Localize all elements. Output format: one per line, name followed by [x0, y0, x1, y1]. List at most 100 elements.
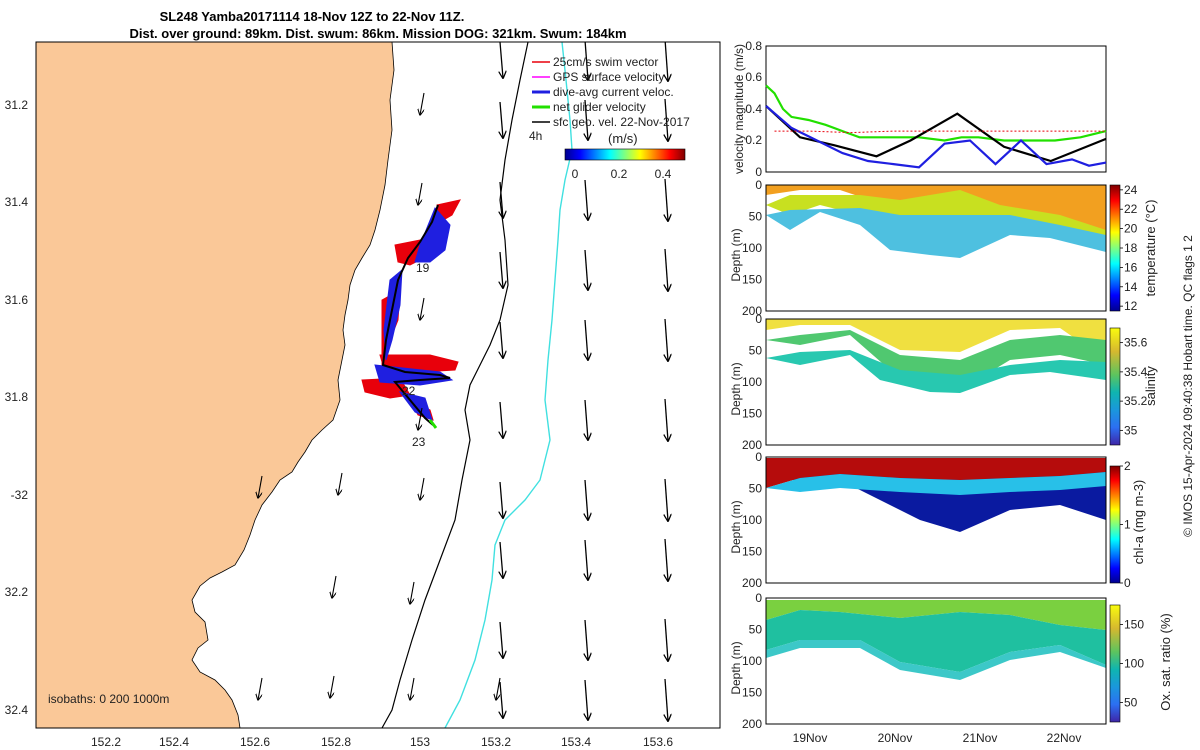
geo-arrow	[500, 321, 503, 358]
geo-arrow	[585, 319, 588, 360]
geo-arrow	[585, 679, 588, 720]
temperature-cbar-label: temperature (°C)	[1143, 200, 1158, 297]
map-x-tick: 153.2	[481, 735, 511, 749]
map-y-ticks: 31.2 31.4 31.6 31.8 -32 32.2 32.4	[5, 98, 29, 717]
geo-arrow-small	[418, 182, 423, 205]
cbar-tick-label: 35.2	[1124, 394, 1148, 408]
depth-label: Depth (m)	[729, 362, 743, 415]
depth-tick: 0	[755, 312, 762, 326]
geo-arrow	[665, 678, 668, 721]
map-x-tick: 152.6	[240, 735, 270, 749]
temperature-colorbar	[1109, 184, 1121, 312]
oxygen-frame	[765, 597, 1107, 725]
chlorophyll-cbar-label: chl-a (mg m-3)	[1131, 480, 1146, 565]
vel-y-tick: 0.6	[745, 70, 762, 84]
salinity-upper-layer	[766, 319, 1106, 360]
geo-arrow	[585, 479, 588, 520]
time-tick: 19Nov	[793, 731, 828, 745]
geo-arrow-small	[418, 407, 423, 430]
geo-arrow	[500, 251, 503, 288]
vel-y-tick: 0	[755, 165, 762, 179]
velocity-series-0	[765, 84, 1107, 142]
legend-item-geo: sfc geo. vel. 22-Nov-2017	[553, 115, 690, 129]
geo-arrow	[500, 42, 503, 78]
net-velocity-end	[428, 419, 438, 429]
isobath-200m	[381, 42, 529, 728]
legend-item-net: net glider velocity	[553, 100, 646, 114]
colorbar-tick-2: 0.4	[655, 167, 672, 181]
geo-arrow-small	[420, 297, 425, 320]
depth-tick: 0	[755, 178, 762, 192]
chlorophyll-cbar-ticks: 0 1 2	[1120, 459, 1131, 590]
colorbar-title: (m/s)	[608, 131, 638, 146]
map-y-tick: 32.2	[5, 585, 29, 599]
geo-arrow	[500, 621, 503, 658]
chlorophyll-frame	[765, 456, 1107, 584]
temperature-cool-layer	[766, 208, 1106, 258]
depth-tick: 200	[742, 576, 762, 590]
temperature-cbar-ticks: 12 14 16 18 20 22 24	[1120, 183, 1138, 313]
geo-arrow-small	[338, 472, 343, 495]
vel-y-tick: 0.2	[745, 133, 762, 147]
geo-arrow-small	[332, 575, 337, 598]
cbar-tick-label: 14	[1124, 280, 1138, 294]
salinity-lower-layer	[766, 350, 1106, 393]
geo-arrow	[665, 178, 668, 221]
geo-arrow-small	[420, 92, 425, 115]
oxygen-cbar-label: Ox. sat. ratio (%)	[1158, 613, 1173, 711]
map-y-tick: 32.4	[5, 703, 29, 717]
time-tick: 22Nov	[1047, 731, 1082, 745]
cbar-tick-label: 150	[1124, 618, 1144, 632]
copyright-note: © IMOS 15-Apr-2024 09:40:38 Hobart time.…	[1181, 235, 1195, 537]
map-y-tick: 31.4	[5, 195, 29, 209]
geo-arrow	[500, 481, 503, 518]
vel-y-tick: 0.4	[745, 102, 762, 116]
geo-arrow	[665, 98, 668, 141]
map-panel: 19 22 23 25cm/s swim vector GPS surface …	[5, 41, 721, 749]
oxygen-panel: 50 100 150 Ox. sat. ratio (%)	[765, 597, 1173, 725]
temperature-panel: 12 14 16 18 20 22 24 temperature (°C)	[765, 183, 1158, 313]
depth-tick: 100	[742, 375, 762, 389]
depth-tick: 200	[742, 717, 762, 731]
map-x-tick: 152.4	[159, 735, 189, 749]
track-label-22: 22	[402, 384, 416, 398]
geo-arrow-small	[258, 475, 263, 498]
geo-arrow	[585, 42, 588, 80]
legend-item-swim: 25cm/s swim vector	[553, 55, 658, 69]
chlorophyll-colorbar	[1109, 465, 1121, 584]
surface-geostrophic-arrows	[258, 42, 668, 721]
geo-arrow	[585, 99, 588, 140]
depth-tick: 50	[749, 210, 763, 224]
velocity-panel: 0.8 0.6 0.4 0.2 0 velocity magnitude (m/…	[732, 39, 1107, 179]
legend-hours: 4h	[529, 129, 542, 143]
depth-tick: 100	[742, 654, 762, 668]
geo-arrow	[665, 398, 668, 441]
velocity-series	[765, 84, 1107, 169]
time-axis: 19Nov 20Nov 21Nov 22Nov	[793, 731, 1082, 745]
cbar-tick-label: 0	[1124, 576, 1131, 590]
speed-colorbar	[564, 148, 686, 161]
velocity-series-1	[765, 105, 1107, 163]
map-frame	[35, 41, 721, 729]
velocity-series-3	[774, 130, 1106, 134]
map-x-tick: 152.8	[321, 735, 351, 749]
geo-arrow-small	[330, 675, 335, 698]
chlorophyll-panel: 0 1 2 chl-a (mg m-3)	[765, 456, 1146, 590]
time-tick: 20Nov	[878, 731, 913, 745]
glider-track	[381, 204, 451, 426]
cbar-tick-label: 20	[1124, 222, 1138, 236]
cbar-tick-label: 12	[1124, 299, 1138, 313]
colorbar-tick-0: 0	[572, 167, 579, 181]
depth-tick: 150	[742, 273, 762, 287]
depth-tick: 50	[749, 482, 763, 496]
land-polygon	[36, 42, 395, 728]
geo-arrow	[665, 248, 668, 291]
isobaths-label: isobaths: 0 200 1000m	[48, 692, 169, 706]
velocity-frame	[765, 45, 1107, 173]
geo-arrow	[585, 179, 588, 220]
geo-arrow	[500, 541, 503, 578]
vel-y-label: velocity magnitude (m/s)	[732, 44, 746, 174]
cbar-tick-label: 35.4	[1124, 365, 1148, 379]
temperature-frame	[765, 184, 1107, 312]
